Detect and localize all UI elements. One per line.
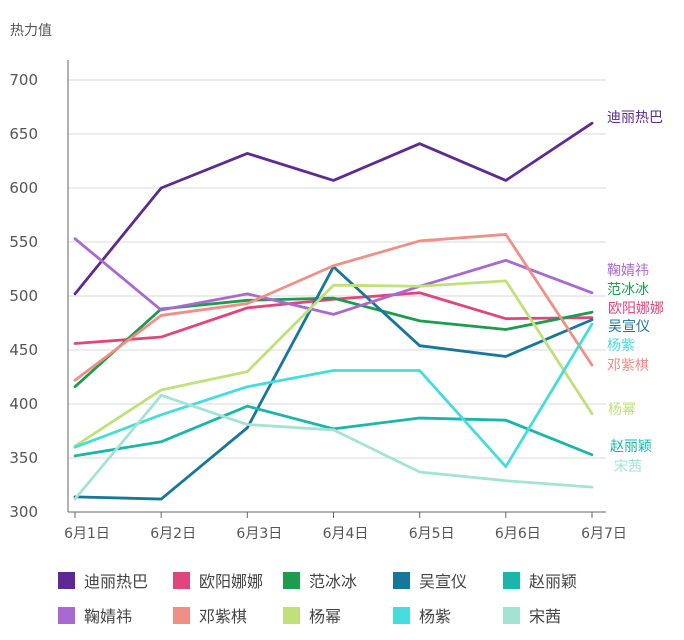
x-tick-label: 6月4日 [323,526,369,542]
end-label: 迪丽热巴 [607,110,663,126]
legend-label: 邓紫棋 [199,607,247,626]
legend-swatch [283,572,300,589]
legend-label: 赵丽颖 [529,572,577,591]
y-tick-label: 550 [9,233,38,251]
x-tick-label: 6月3日 [236,526,282,542]
end-label: 宋茜 [614,459,642,475]
end-label: 鞠婧祎 [607,263,649,279]
end-label: 赵丽颖 [610,439,652,455]
y-tick-label: 600 [9,179,38,197]
end-label: 欧阳娜娜 [608,301,664,317]
x-tick-label: 6月2日 [150,526,196,542]
y-tick-label: 300 [9,503,38,521]
legend-label: 杨紫 [419,607,451,626]
legend-swatch [503,572,520,589]
x-tick-label: 6月1日 [64,526,110,542]
series-line-7 [73,279,594,448]
end-label: 杨紫 [607,338,635,354]
y-axis-title: 热力值 [10,23,52,39]
series-line-2 [73,296,594,389]
legend-swatch [283,607,300,624]
legend-swatch [58,607,75,624]
series-line-9 [73,393,594,501]
axes [67,60,606,513]
legend-swatch [393,607,410,624]
y-tick-label: 700 [9,71,38,89]
end-label: 范冰冰 [607,281,649,298]
legend-swatch [173,572,190,589]
y-tick-label: 350 [9,449,38,467]
y-tick-label: 500 [9,287,38,305]
legend-label: 鞠婧祎 [84,607,132,626]
y-tick-label: 650 [9,125,38,143]
series-line-8 [73,322,594,469]
x-axis-ticks: 6月1日 6月2日 6月3日 6月4日 6月5日 6月6日 6月7日 [64,512,627,542]
gridlines [68,79,606,459]
series-line-0 [73,121,594,296]
legend-swatch [58,572,75,589]
end-label: 邓紫棋 [607,358,649,374]
legend-label: 范冰冰 [309,572,357,591]
legend-swatch [393,572,410,589]
end-label: 吴宣仪 [608,319,650,335]
legend-swatch [173,607,190,624]
y-tick-label: 400 [9,395,38,413]
x-tick-label: 6月5日 [409,526,455,542]
legend-label: 迪丽热巴 [84,572,148,591]
y-axis-ticks: 300 350 400 450 500 550 600 650 700 [9,71,38,521]
legend-label: 宋茜 [529,607,561,626]
series-line-5 [73,237,594,316]
series-line-6 [73,233,594,382]
legend-label: 吴宣仪 [419,572,467,591]
series-lines [73,121,594,501]
legend-label: 欧阳娜娜 [199,572,263,591]
y-tick-label: 450 [9,341,38,359]
legend-swatch [503,607,520,624]
x-tick-label: 6月6日 [495,526,541,542]
legend-label: 杨幂 [309,607,341,626]
x-tick-label: 6月7日 [581,526,627,542]
end-label: 杨幂 [608,402,636,418]
